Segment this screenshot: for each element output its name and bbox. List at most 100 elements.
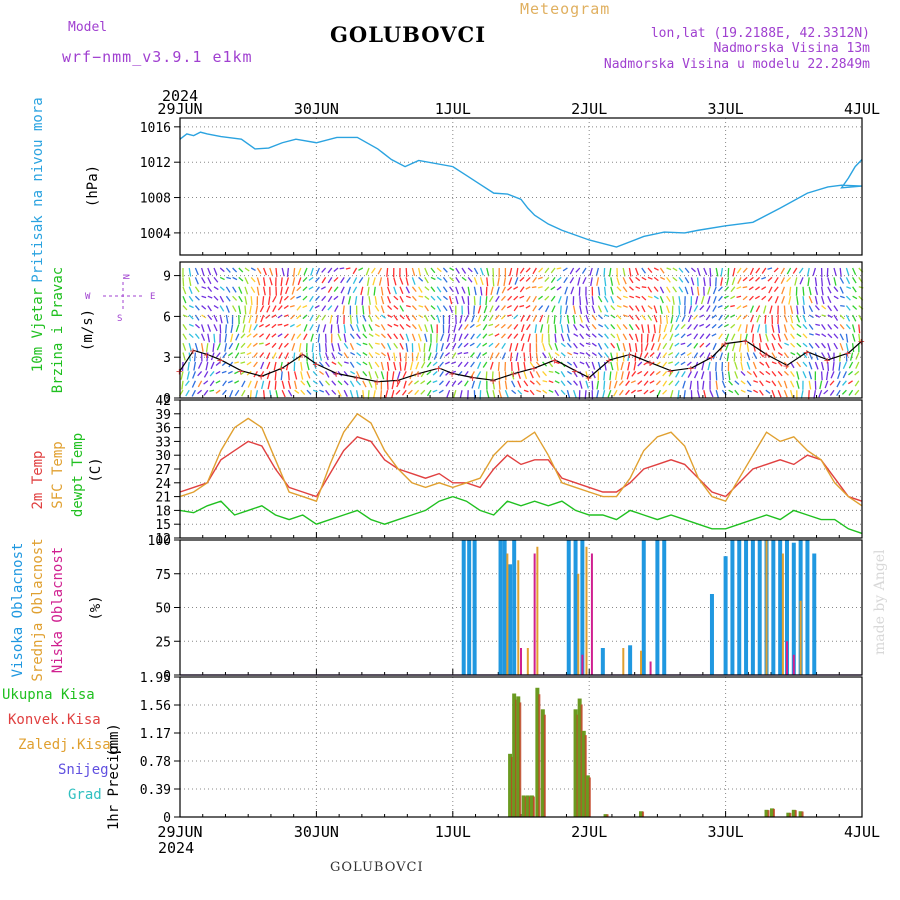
wind-arrow [430, 295, 436, 301]
wind-arrow [833, 295, 839, 300]
wind-arrow [700, 371, 705, 380]
wind-speed-marker: + [278, 362, 285, 375]
wind-arrow [187, 361, 190, 371]
wind-arrow [432, 361, 438, 367]
pressure-series-line [179, 131, 863, 248]
wind-arrow [622, 343, 626, 352]
wind-speed-marker: + [585, 372, 592, 385]
wind-arrow [790, 324, 795, 331]
wind-arrow [418, 324, 423, 332]
wind-arrow [209, 389, 215, 392]
wind-arrow [500, 295, 506, 301]
wind-arrow [814, 361, 819, 370]
wind-arrow [566, 380, 572, 386]
wind-arrow [746, 389, 752, 393]
wind-arrow [754, 295, 760, 300]
wind-arrow [352, 277, 358, 285]
wind-arrow [628, 343, 632, 352]
wind-arrow [730, 286, 736, 293]
wind-arrow [686, 342, 692, 348]
wind-arrow [680, 342, 686, 345]
wind-arrow [790, 352, 796, 356]
wind-arrow [386, 286, 391, 295]
wind-arrow [349, 361, 355, 368]
wind-arrow [334, 305, 339, 312]
wind-arrow [303, 333, 308, 341]
wind-arrow [579, 361, 585, 365]
wind-arrow [201, 305, 207, 310]
wind-arrow [579, 296, 582, 306]
wind-arrow [532, 305, 537, 312]
wind-arrow [635, 314, 640, 321]
wind-arrow [829, 389, 835, 396]
panel-frame [179, 261, 863, 399]
wind-arrow [820, 277, 824, 287]
wind-arrow [707, 286, 711, 295]
wind-arrow [333, 295, 339, 301]
wind-arrow [734, 361, 738, 370]
wind-arrow [641, 276, 647, 281]
wind-arrow [771, 380, 777, 387]
wind-arrow [678, 277, 684, 283]
wind-arrow [316, 324, 321, 333]
wind-arrow [432, 380, 438, 384]
wind-arrow [705, 333, 711, 339]
wind-arrow [266, 352, 271, 360]
wind-arrow [428, 343, 432, 352]
wind-arrow [678, 305, 681, 315]
wind-arrow [256, 267, 262, 274]
wind-arrow [566, 324, 570, 333]
wind-arrow [657, 342, 662, 351]
wind-arrow [426, 380, 432, 385]
wind-arrow [659, 286, 665, 294]
wind-arrow [482, 333, 488, 339]
wind-arrow [833, 277, 837, 286]
wind-arrow [507, 333, 513, 339]
temp-series-line-2 [179, 495, 863, 535]
wind-arrow [411, 267, 416, 277]
wind-arrow [707, 361, 711, 371]
wind-arrow [380, 324, 386, 331]
x-label-top: 2JUL [571, 100, 607, 118]
wind-arrow [393, 295, 399, 301]
wind-arrow [840, 304, 845, 307]
y-tick-label: 1.17 [140, 727, 171, 742]
wind-arrow [265, 342, 271, 347]
wind-arrow [340, 277, 345, 284]
wind-arrow [527, 333, 531, 342]
wind-arrow [814, 305, 820, 311]
wind-arrow [554, 352, 560, 357]
wind-arrow [742, 295, 748, 301]
model-altitude: Nadmorska Visina u modelu 22.2849m [603, 57, 870, 72]
wind-arrow [362, 370, 368, 377]
wind-arrow [391, 380, 395, 390]
wind-arrow [207, 295, 213, 299]
precip-bar [764, 809, 769, 817]
wind-arrow [579, 323, 585, 329]
wind-arrow [825, 371, 829, 381]
wind-arrow [653, 324, 656, 334]
precip-bar [581, 730, 586, 817]
wind-arrow [309, 295, 314, 303]
wind-arrow [758, 333, 762, 343]
wind-arrow [585, 371, 589, 380]
wind-arrow [252, 333, 258, 338]
wind-arrow [356, 333, 361, 340]
wind-arrow [283, 323, 289, 327]
wind-arrow [560, 371, 566, 378]
wind-arrow [461, 267, 467, 274]
wind-arrow [827, 352, 832, 360]
wind-arrow [411, 277, 416, 285]
wind-arrow [380, 361, 384, 371]
wind-arrow [393, 323, 399, 327]
wind-arrow [792, 267, 798, 274]
wind-arrow [637, 380, 643, 385]
wind-arrow [285, 286, 290, 295]
wind-arrow [317, 333, 321, 343]
precip-bar [573, 709, 578, 817]
wind-arrow [566, 390, 571, 399]
wind-arrow [210, 361, 215, 370]
wind-arrow [345, 267, 351, 270]
wind-arrow [448, 305, 453, 313]
wind-arrow [285, 361, 290, 371]
